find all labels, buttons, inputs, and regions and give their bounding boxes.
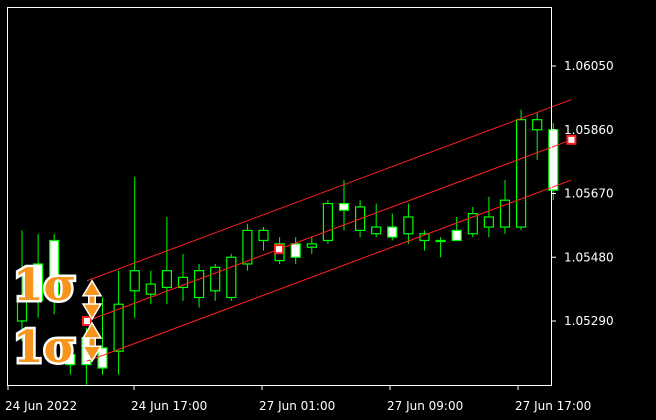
candle — [451, 216, 462, 242]
candle — [65, 351, 76, 375]
candle — [113, 270, 124, 375]
candle — [258, 227, 269, 251]
candle — [32, 233, 44, 318]
candle — [16, 230, 28, 342]
channel-upper-line — [86, 99, 572, 282]
candle — [145, 270, 156, 305]
candle — [306, 237, 317, 254]
candle-body — [210, 266, 221, 292]
candle-body — [97, 347, 108, 369]
sigma-label-upper: 1σ — [13, 260, 76, 311]
x-tick-label: 24 Jun 17:00 — [131, 399, 207, 413]
channel-center-line — [86, 139, 572, 322]
candle-body — [387, 226, 398, 238]
candle-body — [483, 216, 494, 228]
candle-body — [548, 129, 559, 191]
candle — [194, 263, 205, 308]
candle-body — [65, 353, 76, 366]
channel-lower-line — [86, 179, 572, 362]
x-tick-label: 27 Jun 09:00 — [387, 399, 463, 413]
y-tick-label: 1.05670 — [564, 187, 614, 201]
y-tick-label: 1.05860 — [564, 123, 614, 137]
regression-channel — [82, 99, 577, 362]
candle — [242, 223, 253, 271]
x-tick-label: 24 Jun 2022 — [5, 399, 77, 413]
candle-body — [16, 300, 28, 322]
candle-body — [194, 270, 205, 299]
y-tick-label: 1.06050 — [564, 59, 614, 73]
candle-body — [32, 263, 44, 302]
candle-body — [532, 119, 543, 131]
candle — [129, 176, 140, 318]
candle — [161, 216, 172, 305]
candle-body — [499, 199, 511, 228]
candle — [467, 206, 478, 238]
candle-body — [242, 229, 253, 265]
candle — [290, 237, 301, 264]
y-tick-label: 1.05480 — [564, 250, 614, 264]
candle — [338, 180, 350, 231]
candle-body — [49, 239, 60, 302]
channel-anchor-point[interactable] — [274, 244, 284, 255]
candle — [499, 180, 511, 234]
x-tick-label: 27 Jun 17:00 — [515, 399, 591, 413]
candle-body — [435, 239, 446, 243]
candle-body — [338, 202, 350, 211]
candle-body — [258, 229, 269, 242]
candle — [210, 263, 221, 301]
candle — [371, 203, 382, 238]
candle-body — [161, 270, 172, 289]
plot-area-frame — [7, 7, 552, 386]
y-tick-label: 1.05290 — [564, 314, 614, 328]
candle — [548, 123, 559, 201]
candle-body — [467, 213, 478, 235]
candle — [403, 203, 414, 244]
sigma-arrow-lower — [81, 321, 103, 363]
candle-body — [403, 216, 414, 235]
candle — [515, 109, 527, 231]
candle-body — [113, 303, 124, 352]
sigma-arrow-upper — [81, 279, 103, 321]
sigma-label-lower: 1σ — [13, 322, 76, 373]
candle — [49, 233, 60, 315]
channel-anchor-point[interactable] — [82, 316, 92, 326]
y-axis: 1.06050 1.05860 1.05670 1.05480 1.05290 — [551, 59, 614, 328]
candle — [97, 297, 108, 375]
candle-body — [129, 270, 140, 292]
candle-body — [306, 243, 317, 248]
candle-body — [322, 202, 333, 242]
channel-anchor-point[interactable] — [566, 134, 577, 145]
candle-body — [177, 276, 189, 289]
candle — [177, 253, 189, 301]
candle — [435, 237, 446, 258]
candle — [483, 196, 494, 238]
candle — [322, 200, 333, 244]
candle-body — [290, 243, 301, 258]
x-axis: 24 Jun 2022 24 Jun 17:00 27 Jun 01:00 27 Ju… — [5, 385, 591, 413]
candle — [226, 253, 237, 301]
candle-body — [145, 283, 156, 295]
candle — [387, 213, 398, 241]
candle-body — [371, 226, 382, 235]
candle-body — [515, 119, 527, 228]
candle-body — [226, 256, 237, 299]
candle-body — [451, 229, 462, 242]
x-tick-label: 27 Jun 01:00 — [259, 399, 335, 413]
